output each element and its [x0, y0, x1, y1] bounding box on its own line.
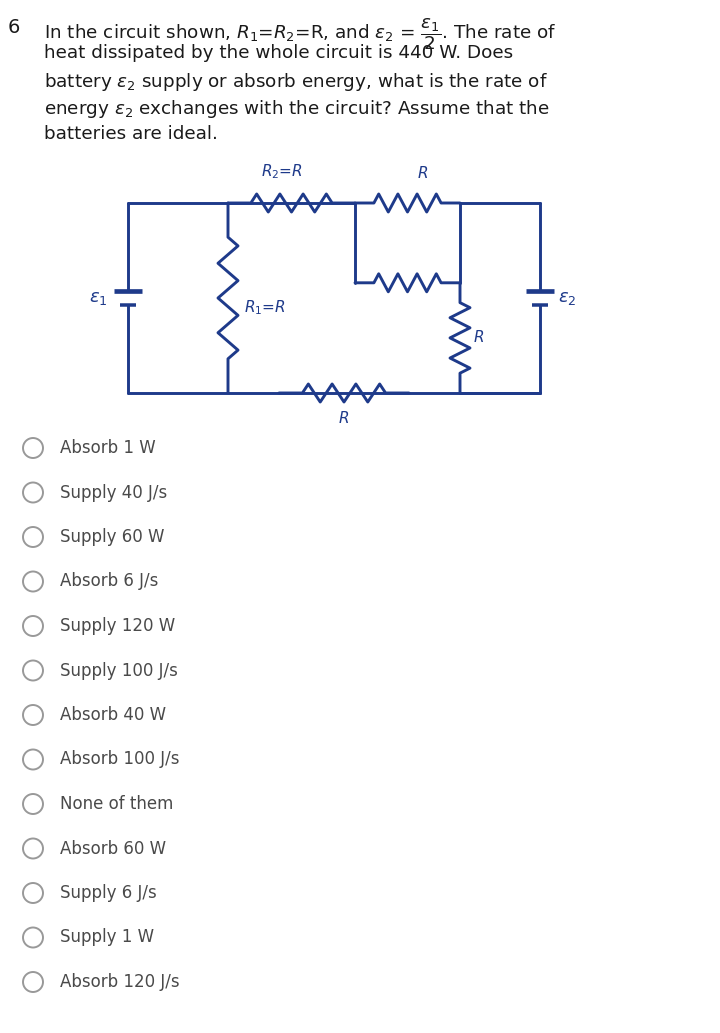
Text: energy $\varepsilon_2$ exchanges with the circuit? Assume that the: energy $\varepsilon_2$ exchanges with th… — [44, 98, 550, 120]
Text: battery $\varepsilon_2$ supply or absorb energy, what is the rate of: battery $\varepsilon_2$ supply or absorb… — [44, 71, 548, 93]
Text: batteries are ideal.: batteries are ideal. — [44, 125, 218, 143]
Text: Absorb 1 W: Absorb 1 W — [60, 439, 156, 457]
Text: 6: 6 — [8, 18, 20, 37]
Text: Absorb 60 W: Absorb 60 W — [60, 840, 166, 857]
Text: Absorb 40 W: Absorb 40 W — [60, 706, 166, 724]
Text: Supply 120 W: Supply 120 W — [60, 617, 175, 635]
Text: R: R — [474, 331, 485, 345]
Text: Supply 6 J/s: Supply 6 J/s — [60, 884, 157, 902]
Text: R: R — [417, 166, 428, 181]
Text: Supply 60 W: Supply 60 W — [60, 528, 164, 546]
Text: Supply 100 J/s: Supply 100 J/s — [60, 661, 178, 680]
Text: R: R — [338, 411, 349, 426]
Text: Absorb 6 J/s: Absorb 6 J/s — [60, 572, 158, 591]
Text: heat dissipated by the whole circuit is 440 W. Does: heat dissipated by the whole circuit is … — [44, 44, 513, 62]
Text: Absorb 100 J/s: Absorb 100 J/s — [60, 751, 179, 769]
Text: $R_2$=R: $R_2$=R — [261, 162, 302, 181]
Text: $R_1$=R: $R_1$=R — [244, 299, 286, 317]
Text: Absorb 120 J/s: Absorb 120 J/s — [60, 973, 179, 991]
Text: In the circuit shown, $R_1$=$R_2$=R, and $\varepsilon_2$ = $\dfrac{\varepsilon_1: In the circuit shown, $R_1$=$R_2$=R, and… — [44, 15, 557, 52]
Text: $\varepsilon_2$: $\varepsilon_2$ — [558, 289, 577, 307]
Text: $\varepsilon_1$: $\varepsilon_1$ — [89, 289, 108, 307]
Text: Supply 1 W: Supply 1 W — [60, 929, 154, 946]
Text: Supply 40 J/s: Supply 40 J/s — [60, 483, 167, 501]
Text: None of them: None of them — [60, 795, 174, 813]
